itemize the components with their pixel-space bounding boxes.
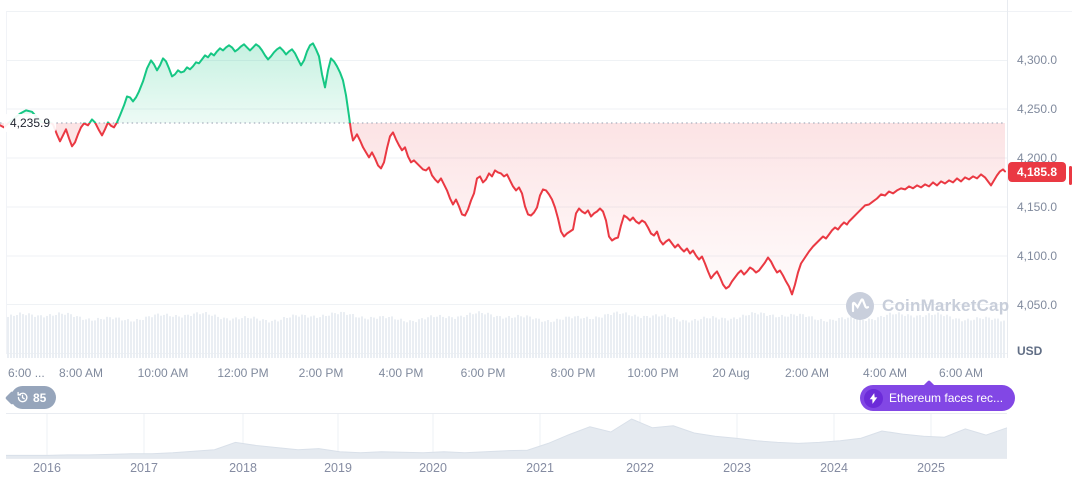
- history-icon: [17, 391, 28, 403]
- history-sparkline-edge: [6, 418, 1008, 456]
- history-sparkline: [6, 419, 1007, 458]
- news-text: Ethereum faces rec...: [889, 391, 1004, 405]
- x-axis-label: 2:00 AM: [784, 366, 830, 380]
- x-axis-label: 4:00 AM: [862, 366, 908, 380]
- year-label: 2018: [229, 461, 257, 475]
- watermark-text: CoinMarketCap: [882, 296, 1010, 315]
- baseline-price-label: 4,235.9: [4, 114, 57, 132]
- x-axis-label: 6:00 AM: [938, 366, 984, 380]
- x-axis-label: 8:00 AM: [58, 366, 104, 380]
- price-plot[interactable]: [0, 0, 1008, 358]
- news-badge[interactable]: Ethereum faces rec...: [860, 379, 1016, 411]
- price-scroll-marker: [1069, 166, 1072, 185]
- price-line-down: [0, 122, 1006, 296]
- year-label: 2022: [626, 461, 654, 475]
- y-axis-label: 4,200.0: [1017, 151, 1058, 166]
- timeline-navigator[interactable]: [0, 413, 1008, 460]
- x-axis-label: 6:00 ...: [8, 366, 45, 380]
- x-axis-label: 12:00 PM: [217, 366, 269, 380]
- y-axis-label: 4,050.0: [1017, 297, 1058, 312]
- y-axis-label: 4,250.0: [1017, 102, 1058, 117]
- x-axis-label: 8:00 PM: [550, 366, 596, 380]
- year-label: 2020: [419, 461, 447, 475]
- x-axis-label: 6:00 PM: [460, 366, 506, 380]
- history-badge[interactable]: 85: [4, 386, 57, 409]
- year-label: 2025: [917, 461, 945, 475]
- x-axis-label: 10:00 AM: [137, 366, 189, 380]
- x-axis: 6:00 ... 8:00 AM 10:00 AM 12:00 PM 2:00 PM 4:…: [0, 358, 1008, 384]
- current-price-badge[interactable]: 4,185.8: [1008, 162, 1066, 182]
- usd-label: USD: [1017, 344, 1043, 358]
- price-chart-area[interactable]: 4,235.9 CoinMarketCap: [0, 0, 1009, 358]
- x-axis-label: 10:00 PM: [627, 366, 679, 380]
- coinmarketcap-logo-icon: [846, 292, 874, 320]
- y-axis: 4,185.8 USD 4,300.0 4,250.0 4,200.0 4,150.0…: [1008, 0, 1072, 362]
- price-line-up: [7, 42, 351, 123]
- x-axis-label: 2:00 PM: [298, 366, 344, 380]
- x-axis-label: 20 Aug: [712, 366, 750, 380]
- year-label: 2024: [820, 461, 848, 475]
- year-label: 2017: [130, 461, 158, 475]
- year-label: 2023: [723, 461, 751, 475]
- year-label: 2019: [324, 461, 352, 475]
- volume-bars: [7, 311, 1005, 358]
- gain-area: [8, 43, 350, 123]
- y-axis-label: 4,300.0: [1017, 53, 1058, 68]
- x-axis-label: 4:00 PM: [378, 366, 424, 380]
- history-count: 85: [33, 390, 47, 405]
- navigator-plot[interactable]: [0, 413, 1008, 460]
- coinmarketcap-watermark: CoinMarketCap: [845, 291, 1009, 321]
- y-axis-label: 4,150.0: [1017, 199, 1058, 214]
- year-label: 2021: [526, 461, 554, 475]
- year-label: 2016: [33, 461, 61, 475]
- year-axis: 2016 2017 2018 2019 2020 2021 2022 2023 2024 2025: [0, 459, 1008, 477]
- y-axis-label: 4,100.0: [1017, 248, 1058, 263]
- top-gridline-extension: [1008, 11, 1072, 12]
- lightning-icon: [864, 388, 883, 408]
- loss-area: [0, 122, 1005, 295]
